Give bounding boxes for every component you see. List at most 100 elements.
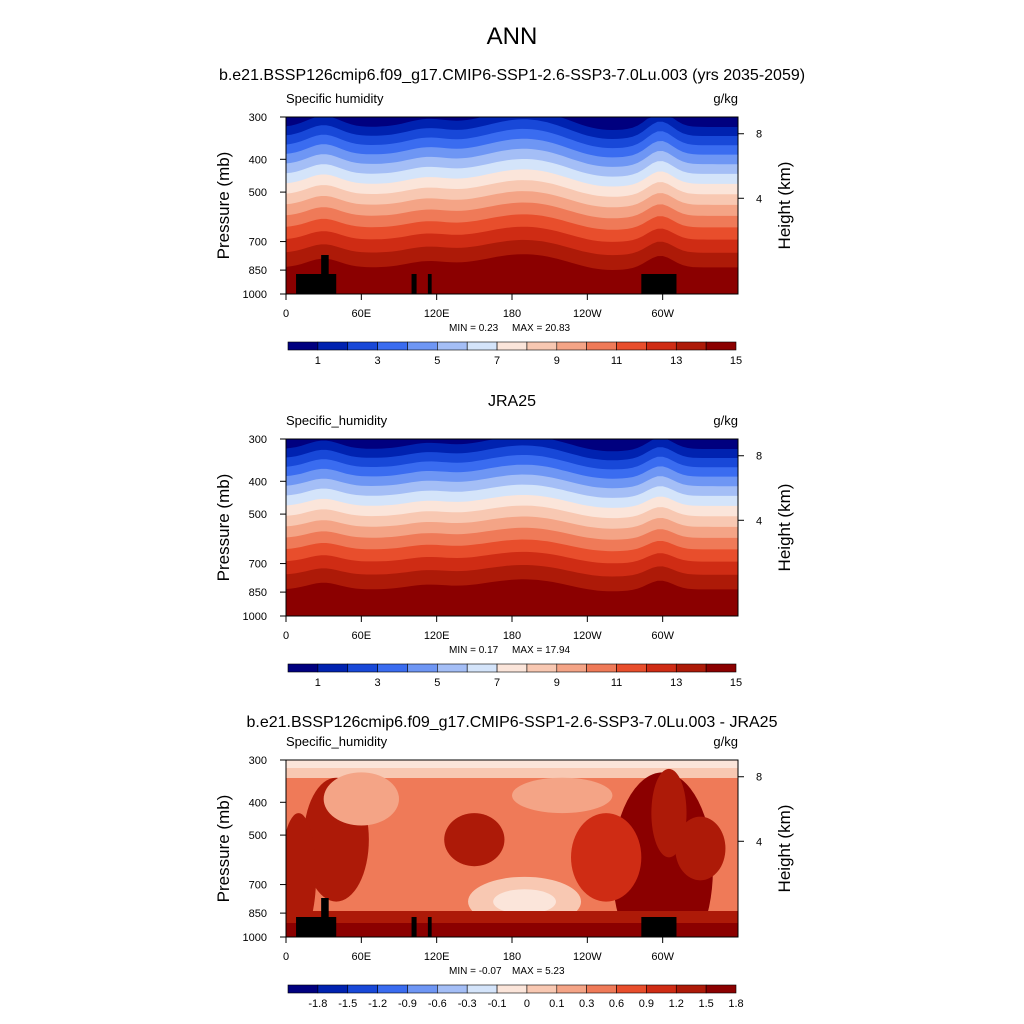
colorbar-swatch	[616, 663, 647, 673]
x-tick-label: 60W	[651, 951, 674, 963]
contour-blob	[512, 777, 613, 814]
variable-label: Specific_humidity	[286, 734, 388, 749]
x-tick-label: 0	[283, 308, 289, 320]
height-tick-label: 8	[756, 451, 762, 463]
min-label: MIN = 0.23	[449, 323, 499, 334]
colorbar-swatch	[556, 663, 587, 673]
colorbar-swatch	[586, 984, 617, 994]
x-tick-label: 60E	[352, 630, 372, 642]
panel-title: JRA25	[488, 393, 536, 410]
colorbar-swatch	[556, 341, 587, 351]
units-label: g/kg	[713, 413, 738, 428]
contour-blob	[323, 772, 400, 826]
colorbar-swatch	[437, 984, 468, 994]
height-tick-label: 4	[756, 836, 762, 848]
height-tick-label: 8	[756, 772, 762, 784]
colorbar-label: 1.8	[728, 998, 743, 1010]
colorbar-label: 0.9	[639, 998, 654, 1010]
x-tick-label: 120W	[573, 308, 602, 320]
colorbar-swatch	[646, 663, 677, 673]
colorbar-label: 11	[611, 355, 622, 367]
colorbar-swatch	[317, 984, 349, 994]
y-tick-label: 500	[249, 830, 267, 842]
y-tick-label: 400	[249, 154, 267, 166]
variable-label: Specific humidity	[286, 91, 384, 106]
x-tick-label: 180	[503, 630, 521, 642]
panel-title: b.e21.BSSP126cmip6.f09_g17.CMIP6-SSP1-2.…	[247, 714, 778, 731]
colorbar-swatch	[556, 984, 587, 994]
colorbar-swatch	[377, 984, 408, 994]
y-tick-label: 700	[249, 880, 267, 892]
x-tick-label: 120E	[424, 308, 450, 320]
colorbar-swatch	[675, 341, 707, 351]
contour-blob	[571, 813, 642, 902]
x-tick-label: 120W	[573, 630, 602, 642]
height-tick-label: 4	[756, 515, 762, 527]
contour-field	[286, 760, 738, 937]
colorbar-swatch	[287, 984, 319, 994]
colorbar-swatch	[407, 341, 438, 351]
colorbar-swatch	[466, 341, 498, 351]
colorbar-label: 3	[375, 677, 381, 689]
colorbar-label: 7	[494, 355, 500, 367]
x-tick-label: 60E	[352, 951, 372, 963]
x-tick-label: 180	[503, 951, 521, 963]
colorbar-swatch	[466, 663, 498, 673]
colorbar-label: -0.9	[398, 998, 417, 1010]
x-tick-label: 120E	[424, 630, 450, 642]
height-tick-label: 8	[756, 129, 762, 141]
colorbar-label: 1.2	[669, 998, 684, 1010]
colorbar-label: 11	[611, 677, 622, 689]
min-label: MIN = -0.07	[449, 966, 502, 977]
colorbar-swatch	[526, 984, 558, 994]
topography-mask	[427, 917, 432, 937]
colorbar-label: -1.5	[338, 998, 357, 1010]
y-tick-label: 850	[249, 587, 267, 599]
colorbar-label: 13	[670, 355, 682, 367]
contour-blob	[675, 816, 726, 881]
colorbar-swatch	[347, 341, 378, 351]
contour-field	[286, 117, 738, 294]
colorbar-swatch	[675, 984, 707, 994]
panel-3: b.e21.BSSP126cmip6.f09_g17.CMIP6-SSP1-2.…	[214, 714, 794, 1010]
topography-mask	[641, 274, 677, 294]
x-tick-label: 180	[503, 308, 521, 320]
y-tick-label: 400	[249, 476, 267, 488]
colorbar-swatch	[347, 663, 378, 673]
colorbar-swatch	[616, 341, 647, 351]
colorbar-label: 0.1	[549, 998, 564, 1010]
max-label: MAX = 17.94	[512, 645, 571, 656]
colorbar-label: 1	[315, 677, 321, 689]
figure-subtitle: b.e21.BSSP126cmip6.f09_g17.CMIP6-SSP1-2.…	[219, 67, 805, 84]
colorbar-label: 5	[434, 355, 440, 367]
figure-title: ANN	[487, 23, 538, 50]
y-axis-title: Pressure (mb)	[214, 152, 233, 260]
x-tick-label: 60W	[651, 630, 674, 642]
contour-band	[286, 117, 738, 130]
height-tick-label: 4	[756, 193, 762, 205]
colorbar-swatch	[496, 984, 528, 994]
topography-mask	[296, 274, 337, 294]
contour-blob	[612, 772, 713, 937]
y-tick-label: 1000	[243, 611, 267, 623]
colorbar-swatch	[705, 984, 737, 994]
topography-mask	[641, 917, 677, 937]
colorbar-swatch	[407, 663, 438, 673]
colorbar-swatch	[496, 663, 528, 673]
x-tick-label: 0	[283, 951, 289, 963]
colorbar-swatch	[317, 663, 349, 673]
colorbar-swatch	[496, 341, 528, 351]
colorbar-swatch	[675, 663, 707, 673]
colorbar-swatch	[407, 984, 438, 994]
colorbar-swatch	[616, 984, 647, 994]
y-tick-label: 500	[249, 509, 267, 521]
y-tick-label: 1000	[243, 932, 267, 944]
y-tick-label: 1000	[243, 289, 267, 301]
colorbar-label: 0	[524, 998, 530, 1010]
colorbar-label: 9	[554, 677, 560, 689]
colorbar-swatch	[437, 341, 468, 351]
contour-band	[286, 439, 738, 452]
contour-blob	[444, 813, 505, 867]
y-tick-label: 850	[249, 908, 267, 920]
